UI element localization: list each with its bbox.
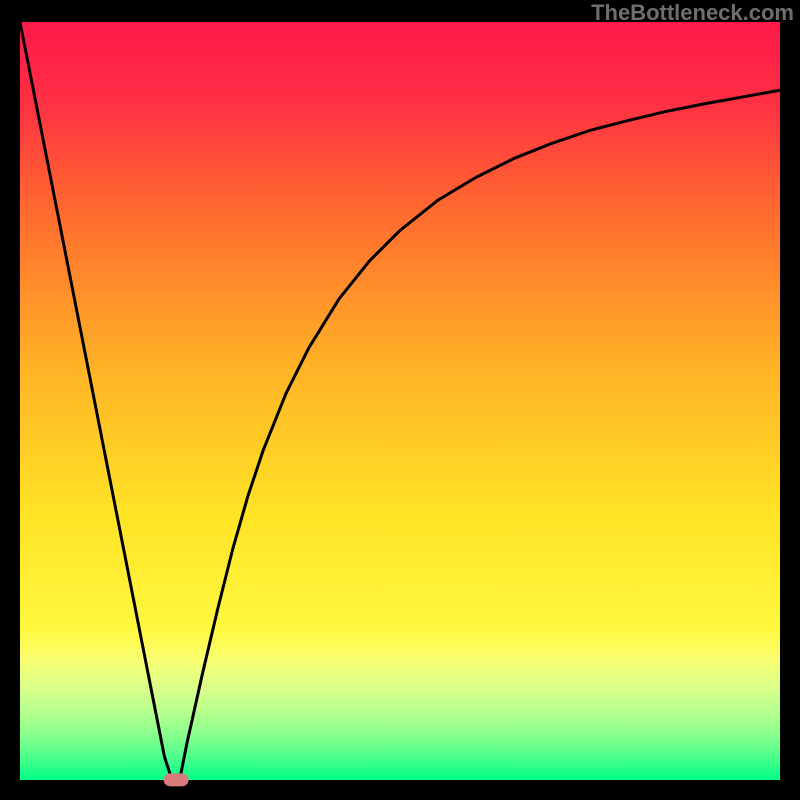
plot-area: [20, 22, 780, 780]
gradient-background: [20, 22, 780, 780]
figure-container: TheBottleneck.com: [0, 0, 800, 800]
min-marker: [163, 773, 188, 786]
